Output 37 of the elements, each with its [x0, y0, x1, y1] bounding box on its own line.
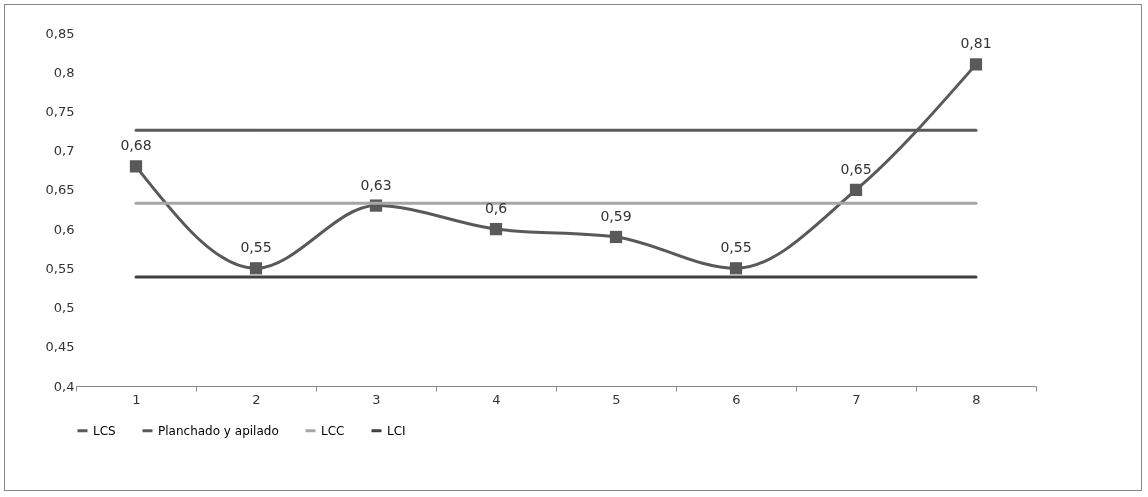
point [129, 160, 143, 173]
x-tick-label: 6 [732, 391, 741, 407]
x-tick-label: 1 [132, 391, 141, 407]
point [489, 222, 503, 236]
data-label: 0,81 [960, 35, 992, 52]
data-label: 0,63 [360, 176, 392, 193]
y-tick-label: 0,5 [53, 300, 75, 316]
y-tick-label: 0,75 [45, 103, 75, 119]
legend-label: Planchado y apilado [158, 423, 279, 438]
y-tick-label: 0,4 [53, 378, 75, 394]
x-tick-label: 8 [972, 391, 981, 407]
legend-label: LCS [93, 423, 116, 438]
y-tick-label: 0,8 [53, 64, 75, 80]
y-tick-label: 0,85 [45, 25, 75, 41]
point [249, 262, 263, 275]
legend-label: LCC [321, 423, 345, 438]
y-tick-label: 0,45 [45, 339, 75, 355]
y-tick-label: 0,6 [53, 221, 75, 237]
point [729, 262, 743, 275]
point [969, 58, 983, 71]
x-tick-label: 2 [252, 391, 261, 407]
data-label: 0,55 [240, 239, 272, 256]
x-tick-label: 4 [492, 391, 501, 407]
data-label: 0,6 [484, 200, 508, 217]
y-tick-label: 0,65 [45, 182, 75, 198]
y-tick-label: 0,7 [53, 143, 75, 159]
point [849, 183, 863, 197]
data-label: 0,65 [840, 160, 872, 177]
x-tick-label: 3 [372, 391, 381, 407]
x-tick-label: 7 [852, 391, 861, 407]
data-label: 0,55 [720, 239, 752, 256]
x-tick-label: 5 [612, 391, 621, 407]
y-tick-label: 0,55 [45, 260, 75, 276]
data-label: 0,68 [120, 137, 152, 154]
legend-label: LCI [387, 423, 406, 438]
point [609, 230, 623, 244]
data-label: 0,59 [600, 207, 632, 224]
